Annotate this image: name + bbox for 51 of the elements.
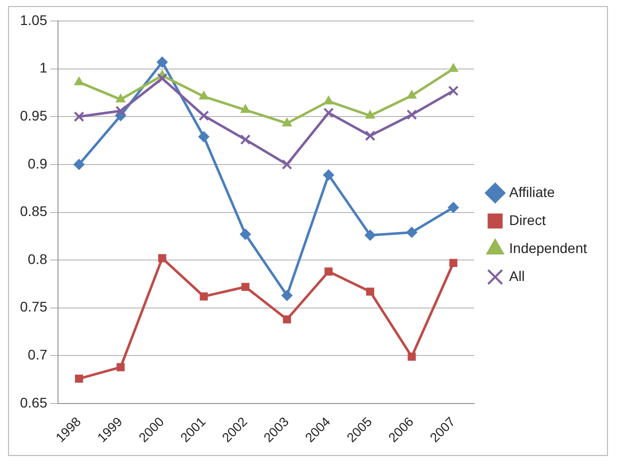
point: [198, 110, 210, 121]
legend-label: Affiliate: [509, 184, 556, 200]
point: [282, 159, 292, 170]
y-tick-label: 1: [39, 60, 48, 76]
point: [200, 292, 208, 300]
y-tick-label: 0.85: [20, 203, 48, 220]
point: [448, 63, 458, 72]
point: [156, 73, 168, 84]
point: [408, 352, 416, 361]
point: [406, 109, 418, 120]
point: [406, 226, 418, 238]
y-tick-label: 1.05: [20, 12, 48, 28]
point: [364, 130, 376, 141]
point: [198, 131, 210, 142]
point: [198, 91, 209, 100]
y-tick-label: 0.65: [20, 394, 48, 410]
point: [240, 228, 251, 240]
point: [366, 288, 374, 296]
y-tick-label: 0.9: [28, 155, 48, 172]
y-tick-label: 0.75: [20, 298, 48, 315]
legend-label: All: [509, 268, 525, 284]
point: [116, 94, 126, 102]
point: [448, 86, 459, 96]
legend-label: Direct: [509, 212, 546, 228]
point: [365, 110, 375, 119]
point: [75, 374, 84, 383]
point: [74, 76, 84, 86]
point: [115, 106, 126, 116]
legend-label: Independent: [509, 240, 588, 256]
point: [241, 282, 250, 291]
point: [406, 90, 417, 99]
point: [156, 56, 168, 68]
point: [323, 108, 334, 118]
point: [240, 134, 251, 145]
point: [116, 363, 125, 372]
point: [240, 104, 250, 113]
point: [364, 230, 376, 241]
point: [282, 118, 292, 126]
point: [74, 111, 84, 122]
y-tick-label: 0.7: [28, 346, 48, 363]
point: [324, 96, 334, 104]
point: [323, 169, 334, 180]
point: [282, 315, 292, 324]
point: [281, 290, 292, 301]
y-tick-label: 0.95: [20, 107, 48, 124]
y-tick-label: 0.8: [28, 250, 48, 267]
point: [74, 158, 85, 170]
point: [448, 202, 459, 213]
point: [449, 258, 458, 267]
point: [324, 268, 333, 276]
point: [158, 254, 166, 262]
